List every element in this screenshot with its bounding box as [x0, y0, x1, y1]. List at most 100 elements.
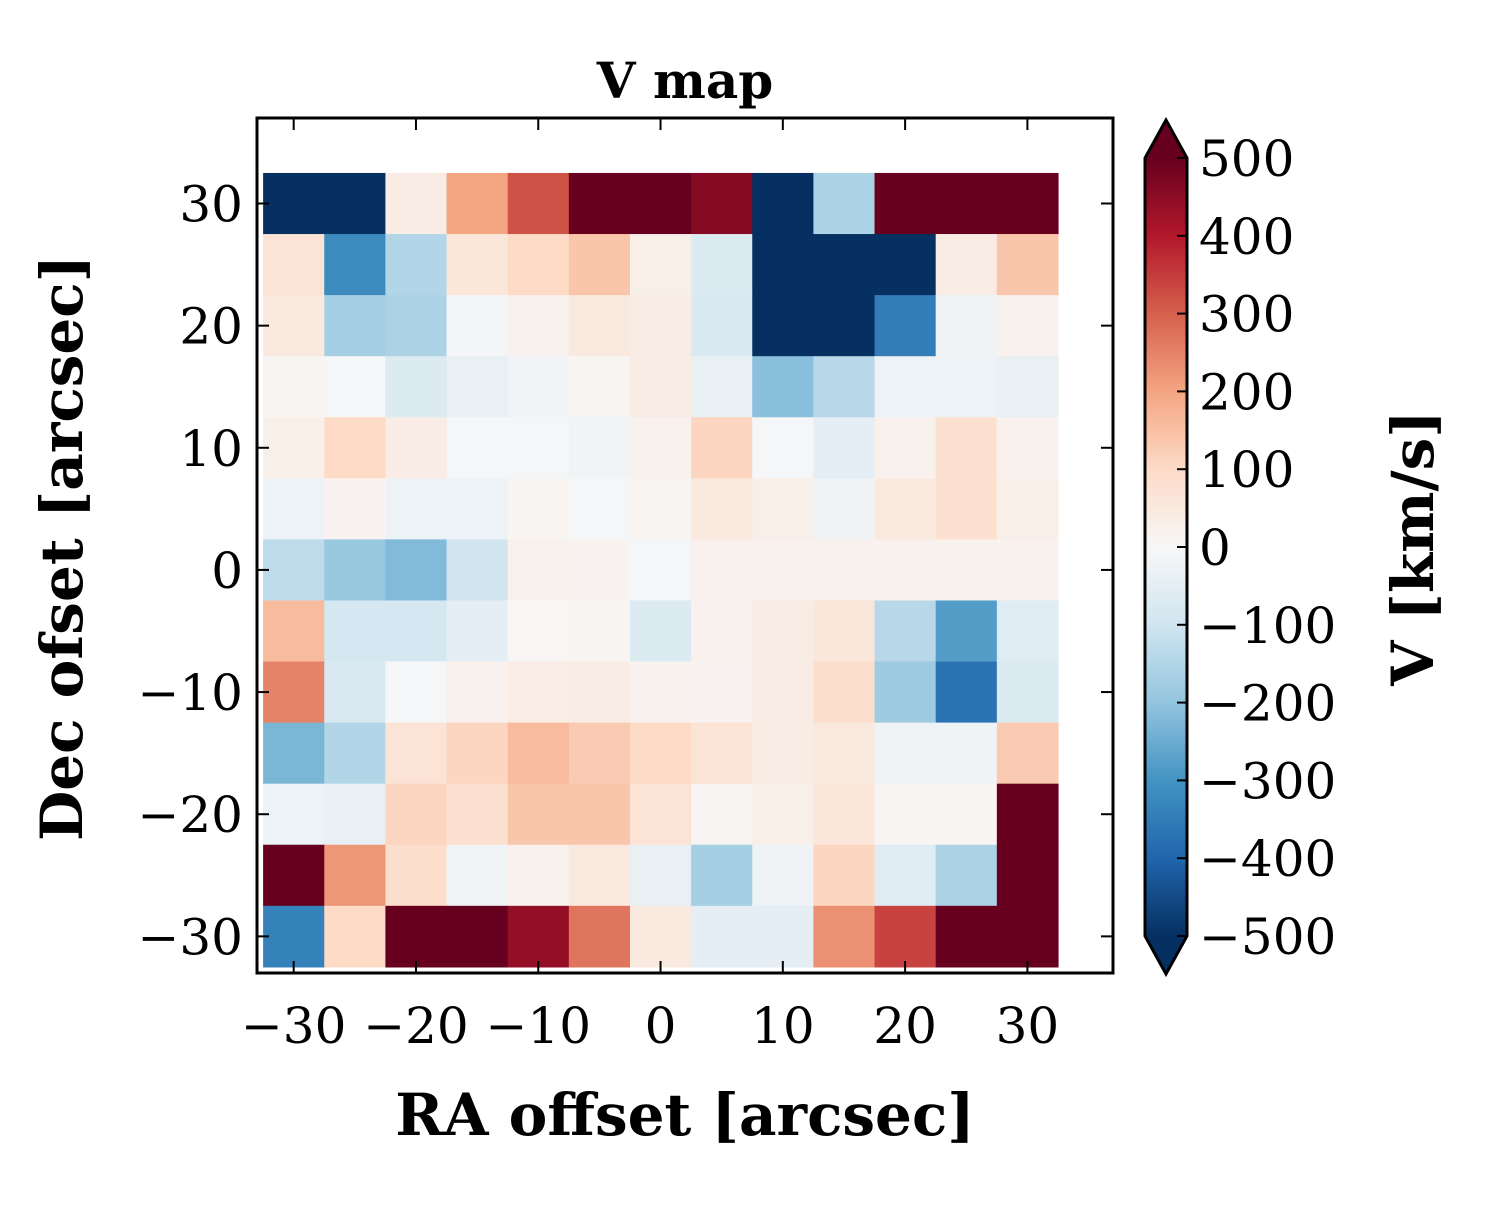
heatmap-cell	[691, 600, 753, 663]
heatmap-cell	[691, 234, 753, 296]
heatmap-cell	[507, 539, 570, 602]
colorbar-label: V [km/s]	[1379, 410, 1447, 686]
heatmap-cell	[324, 234, 386, 296]
heatmap-cell	[752, 295, 814, 357]
heatmap-cell	[813, 417, 876, 479]
heatmap-cell	[507, 783, 570, 846]
heatmap-cell	[263, 417, 325, 479]
heatmap-cell	[691, 172, 753, 235]
heatmap-cell	[263, 783, 325, 846]
heatmap-cell	[324, 844, 386, 907]
heatmap-cell	[629, 539, 692, 602]
heatmap-cell	[813, 783, 876, 846]
heatmap-cell	[385, 172, 448, 235]
heatmap-cell	[629, 295, 692, 357]
heatmap-cell	[629, 844, 692, 907]
heatmap-cell	[935, 356, 998, 418]
heatmap-cell	[446, 844, 509, 907]
heatmap-cell	[996, 661, 1059, 724]
heatmap-cell	[324, 356, 386, 418]
heatmap-cell	[324, 722, 386, 785]
heatmap-cell	[263, 295, 325, 357]
heatmap-cell	[446, 722, 509, 785]
heatmap-cell	[507, 234, 570, 296]
heatmap-cell	[446, 478, 509, 540]
heatmap-cell	[507, 356, 570, 418]
heatmap-cell	[813, 295, 876, 357]
heatmap-cell	[996, 478, 1059, 540]
heatmap-cell	[691, 722, 753, 785]
heatmap-cell	[935, 295, 998, 357]
heatmap-cell	[629, 356, 692, 418]
heatmap-cell	[446, 600, 509, 663]
heatmap-cell	[996, 295, 1059, 357]
heatmap-cell	[507, 478, 570, 540]
heatmap-cell	[996, 356, 1059, 418]
heatmap-cell	[935, 905, 998, 968]
heatmap-cell	[507, 600, 570, 663]
heatmap-cell	[629, 600, 692, 663]
heatmap-cell	[874, 539, 937, 602]
heatmap-cell	[874, 905, 937, 968]
heatmap-cell	[385, 905, 448, 968]
heatmap-cell	[263, 234, 325, 296]
heatmap-cell	[446, 234, 509, 296]
heatmap-cell	[446, 661, 509, 724]
colorbar-tick-label: 500	[1199, 130, 1294, 188]
x-tick-label: −30	[241, 997, 347, 1055]
heatmap-cell	[752, 539, 814, 602]
heatmap-cell	[874, 783, 937, 846]
heatmap-cell	[629, 417, 692, 479]
y-tick-label: 0	[211, 542, 243, 600]
heatmap-cell	[263, 172, 325, 235]
heatmap-cell	[385, 844, 448, 907]
axes: −30 −20 −10 0 10 20 30 30 20 10 0 −10 −20 −30	[137, 116, 1115, 1055]
heatmap-cell	[691, 478, 753, 540]
heatmap-cell	[263, 600, 325, 663]
heatmap-cell	[996, 844, 1059, 907]
heatmap-cell	[813, 539, 876, 602]
heatmap-cell	[935, 478, 998, 540]
y-tick-label: 30	[179, 176, 243, 234]
heatmap-cell	[568, 661, 631, 724]
y-tick-label: 10	[179, 420, 243, 478]
heatmap-cell	[691, 295, 753, 357]
heatmap-cell	[691, 417, 753, 479]
heatmap-cell	[752, 417, 814, 479]
heatmap-cell	[324, 417, 386, 479]
chart-title: V map	[596, 51, 773, 110]
heatmap-cell	[813, 478, 876, 540]
heatmap-cell	[629, 478, 692, 540]
heatmap-cell	[385, 722, 448, 785]
x-tick-label: −10	[485, 997, 591, 1055]
x-tick-label: 10	[751, 997, 815, 1055]
y-tick-label: −30	[137, 908, 243, 966]
heatmap-cell	[263, 539, 325, 602]
heatmap-cell	[874, 356, 937, 418]
heatmap-cell	[507, 722, 570, 785]
heatmap-cell	[568, 600, 631, 663]
heatmap-cell	[568, 905, 631, 968]
colorbar-tick-label: 100	[1199, 441, 1294, 499]
heatmap-cell	[874, 295, 937, 357]
heatmap-cell	[629, 172, 692, 235]
heatmap-cell	[813, 844, 876, 907]
heatmap-cell	[813, 905, 876, 968]
heatmap-cell	[568, 172, 631, 235]
heatmap-cell	[324, 600, 386, 663]
colorbar-extend-min	[1145, 936, 1187, 974]
heatmap-cell	[385, 783, 448, 846]
heatmap-cell	[507, 661, 570, 724]
plot-frame	[255, 116, 1115, 975]
y-tick-label: −10	[137, 664, 243, 722]
heatmap-cell	[507, 417, 570, 479]
heatmap-cell	[691, 844, 753, 907]
colorbar-tick-label: 400	[1199, 208, 1294, 266]
heatmap-cell	[507, 905, 570, 968]
heatmap-cell	[935, 172, 998, 235]
heatmap-cell	[568, 417, 631, 479]
heatmap-cell	[874, 478, 937, 540]
heatmap-cell	[752, 661, 814, 724]
heatmap-cell	[385, 417, 448, 479]
